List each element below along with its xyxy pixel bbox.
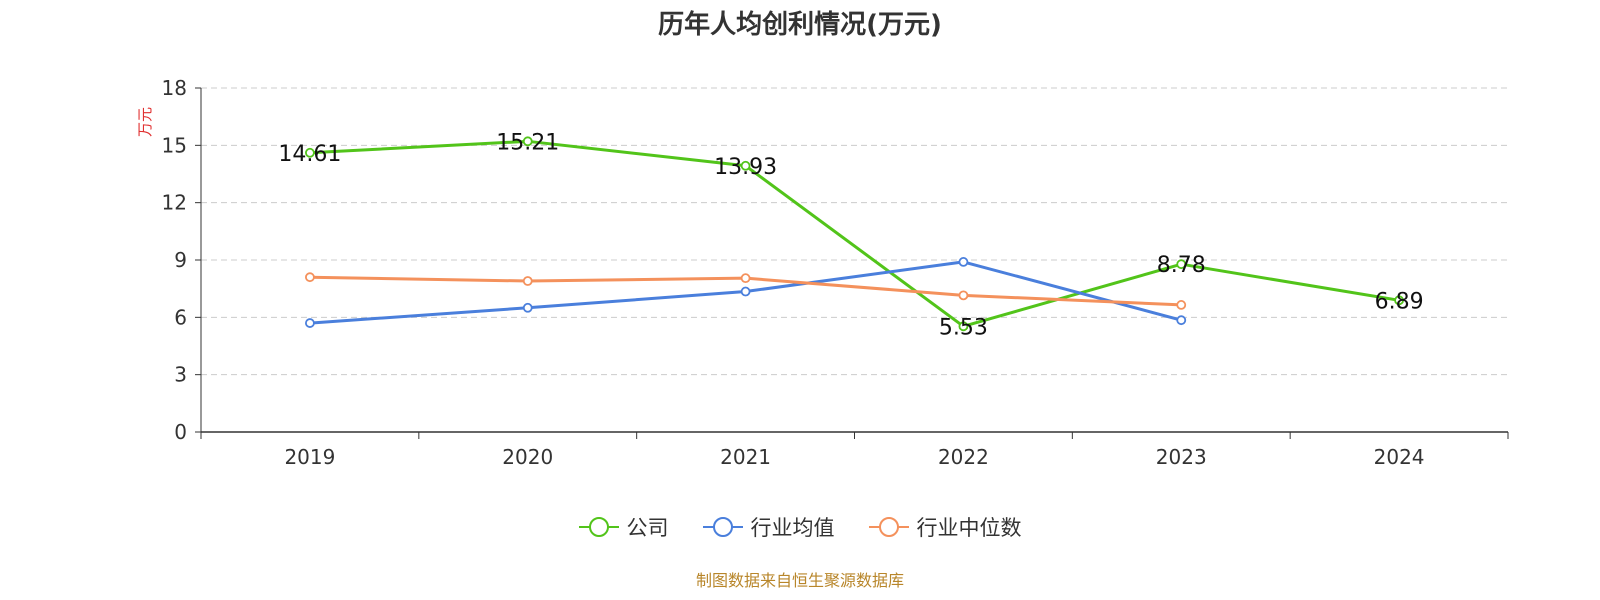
data-point: [522, 136, 533, 147]
y-tick-label: 12: [162, 191, 187, 215]
data-point: [305, 147, 315, 158]
legend-item-industry-mean[interactable]: 行业均值: [702, 512, 835, 542]
legend-line-icon: [868, 517, 909, 537]
y-tick-label: 3: [174, 363, 187, 387]
data-label: 15.21: [496, 130, 559, 155]
data-point: [740, 286, 751, 297]
y-tick-label: 0: [174, 420, 187, 444]
data-point: [1176, 259, 1187, 270]
data-point: [1176, 300, 1187, 310]
data-point: [522, 276, 533, 286]
x-tick-label: 2024: [1374, 445, 1425, 469]
legend-label: 行业中位数: [916, 516, 1022, 540]
data-label: 13.93: [714, 155, 777, 180]
legend-item-company[interactable]: 公司: [578, 512, 669, 542]
data-point: [1176, 315, 1187, 326]
series-line-0: [309, 139, 1400, 328]
legend: 公司 行业均值 行业中位数: [0, 512, 1600, 542]
y-tick-label: 18: [162, 76, 187, 100]
x-tick-label: 2021: [720, 445, 771, 469]
y-axis-label: 万元: [136, 107, 154, 137]
chart-title: 历年人均创利情况(万元): [658, 10, 942, 40]
y-tick-label: 15: [162, 133, 187, 157]
legend-line-icon: [702, 517, 743, 537]
data-point: [522, 302, 533, 313]
data-point: [740, 160, 751, 171]
x-tick-label: 2019: [284, 445, 335, 469]
data-point: [1394, 295, 1404, 306]
legend-label: 公司: [626, 516, 669, 540]
data-point: [958, 321, 969, 332]
data-point: [958, 257, 969, 267]
y-tick-label: 9: [174, 248, 187, 272]
x-tick-label: 2023: [1156, 445, 1207, 469]
data-point: [740, 273, 751, 284]
data-point: [958, 290, 969, 301]
x-tick-label: 2020: [502, 445, 553, 469]
legend-item-industry-median[interactable]: 行业中位数: [868, 512, 1022, 542]
data-label: 6.89: [1375, 289, 1424, 314]
data-label: 8.78: [1157, 253, 1206, 278]
legend-label: 行业均值: [750, 516, 835, 540]
y-tick-label: 6: [174, 305, 187, 329]
legend-line-icon: [578, 517, 619, 537]
data-point: [305, 272, 315, 283]
x-tick-label: 2022: [938, 445, 989, 469]
data-label: 14.61: [278, 142, 341, 167]
data-source-note: 制图数据来自恒生聚源数据库: [695, 571, 904, 590]
data-point: [305, 318, 315, 328]
data-label: 5.53: [939, 315, 988, 340]
